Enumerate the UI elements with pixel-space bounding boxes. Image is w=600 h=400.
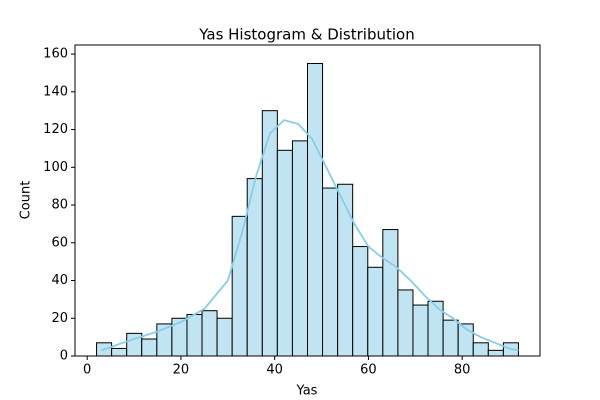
bar	[201, 310, 218, 357]
bar	[111, 347, 128, 357]
bar	[397, 289, 414, 357]
x-tick-label: 60	[360, 363, 377, 378]
chart-title: Yas Histogram & Distribution	[198, 26, 414, 44]
bar	[442, 319, 459, 357]
y-tick-label: 160	[43, 47, 68, 62]
y-tick-label: 80	[51, 198, 68, 213]
y-tick-label: 140	[43, 84, 68, 99]
y-tick-label: 20	[51, 311, 68, 326]
bar	[487, 349, 504, 357]
y-tick-label: 40	[51, 273, 68, 288]
bar	[216, 317, 233, 357]
bar	[382, 229, 399, 357]
y-tick-label: 100	[43, 160, 68, 175]
plot-frame	[74, 44, 541, 357]
y-tick-label: 60	[51, 235, 68, 250]
x-tick-label: 80	[454, 363, 471, 378]
bar	[337, 183, 354, 357]
y-tick-label: 0	[60, 349, 68, 364]
x-tick-label: 20	[173, 363, 190, 378]
bar	[186, 313, 203, 357]
y-tick-label: 120	[43, 122, 68, 137]
bar	[231, 215, 248, 357]
x-tick-label: 40	[266, 363, 283, 378]
bar	[472, 342, 489, 357]
bar	[307, 62, 324, 357]
x-axis-label: Yas	[296, 384, 318, 399]
bar	[322, 187, 339, 357]
bar	[141, 338, 158, 357]
x-tick-label: 0	[83, 363, 91, 378]
y-axis-label: Count	[19, 181, 34, 220]
bar	[412, 304, 429, 357]
bar	[276, 149, 293, 357]
kde-line	[100, 119, 519, 352]
bar	[367, 266, 384, 357]
bar	[352, 246, 369, 357]
bar	[291, 140, 308, 357]
